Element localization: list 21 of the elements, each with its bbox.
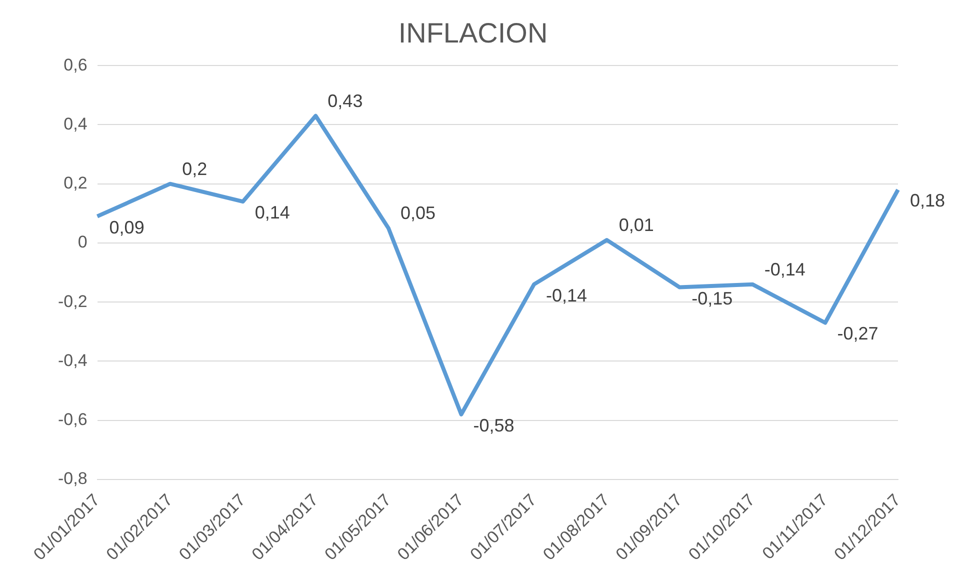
data-label: -0,14: [546, 285, 588, 306]
y-tick-label: -0,6: [58, 410, 88, 429]
data-label: 0,2: [182, 158, 208, 179]
data-label: 0,43: [328, 90, 363, 111]
data-label: -0,27: [837, 324, 878, 344]
data-label: 0,05: [400, 203, 436, 224]
y-tick-label: 0,4: [64, 114, 88, 134]
y-tick-label: -0,2: [58, 292, 88, 311]
data-label: 0,09: [109, 217, 144, 238]
data-label: -0,15: [692, 288, 733, 308]
data-label: -0,58: [473, 415, 514, 436]
y-tick-label: 0: [78, 232, 88, 252]
y-tick-label: -0,8: [58, 469, 88, 488]
y-tick-label: 0,2: [64, 174, 88, 193]
y-tick-label: -0,4: [58, 350, 88, 370]
chart-title: INFLACION: [398, 18, 548, 49]
data-label: -0,14: [764, 259, 806, 280]
data-label: 0,18: [910, 190, 946, 211]
y-tick-label: 0,6: [64, 55, 88, 74]
data-label: 0,14: [254, 202, 290, 223]
data-label: 0,01: [618, 214, 654, 235]
